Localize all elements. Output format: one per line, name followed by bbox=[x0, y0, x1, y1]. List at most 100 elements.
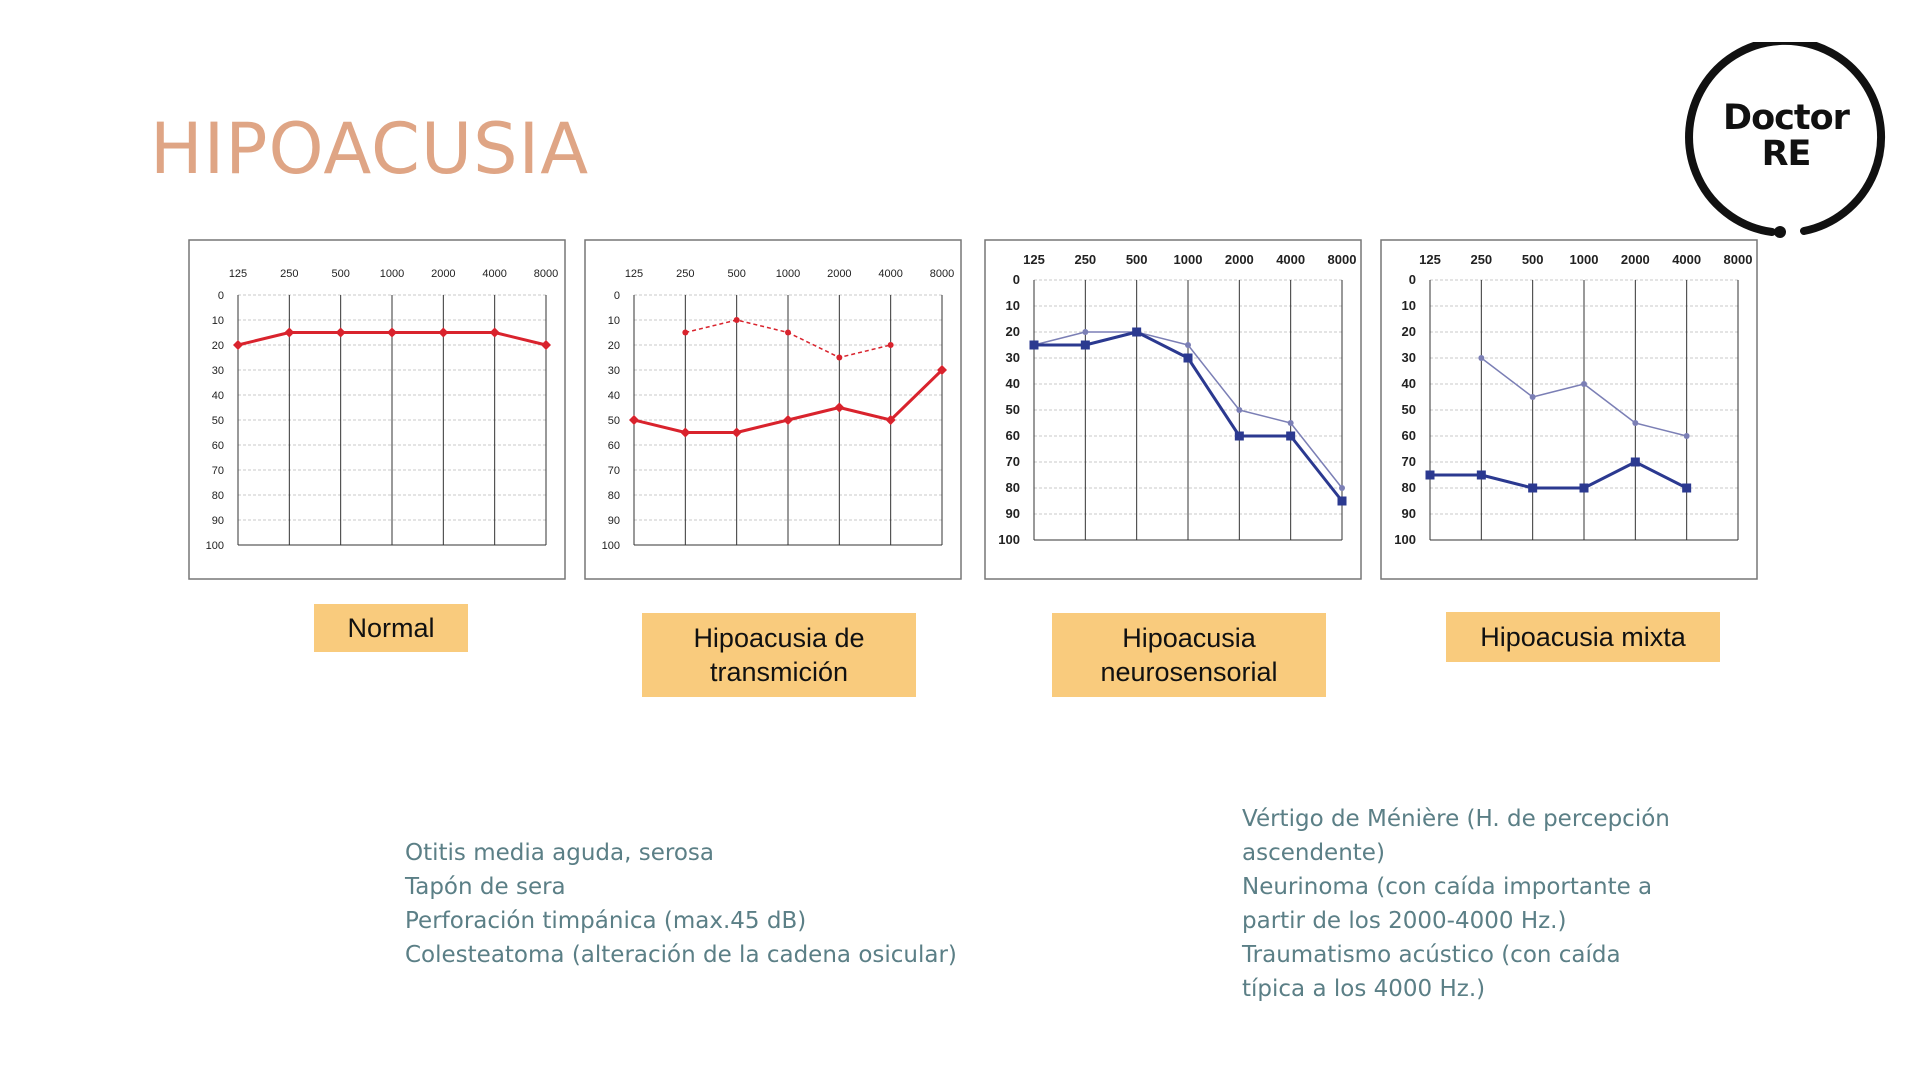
data-point-square bbox=[1286, 431, 1296, 441]
logo-text: Doctor RE bbox=[1682, 100, 1890, 172]
data-point-dot bbox=[1287, 420, 1294, 426]
y-tick-label: 40 bbox=[608, 390, 620, 402]
data-point-diamond bbox=[629, 415, 639, 425]
chart-frame bbox=[984, 239, 1362, 580]
y-tick-label: 30 bbox=[1006, 350, 1020, 365]
x-tick-label: 2000 bbox=[431, 268, 455, 280]
data-point-dot bbox=[1478, 355, 1485, 361]
audiogram-transmission-svg: 0 10 20 30 40 50 60 70 80 90 100 125 250 500 1000 2000 4… bbox=[584, 239, 962, 580]
data-point-square bbox=[1080, 340, 1090, 350]
data-point-diamond bbox=[731, 427, 742, 438]
data-point-dot bbox=[887, 342, 894, 348]
data-point-dot bbox=[682, 329, 689, 336]
data-point-diamond bbox=[541, 340, 551, 350]
y-tick-label: 40 bbox=[1402, 376, 1416, 391]
data-point-square bbox=[1579, 483, 1589, 493]
data-point-diamond bbox=[438, 327, 449, 338]
note-line: Neurinoma (con caída importante a bbox=[1242, 874, 1653, 900]
label-neuro-line-1: Hipoacusia bbox=[1122, 623, 1256, 653]
x-tick-label: 125 bbox=[1023, 252, 1045, 267]
data-point-square bbox=[1682, 483, 1692, 493]
y-tick-label: 90 bbox=[212, 515, 224, 527]
label-transmission-line-2: transmición bbox=[709, 657, 849, 687]
y-tick-label: 80 bbox=[212, 490, 224, 502]
y-tick-label: 20 bbox=[1006, 324, 1020, 339]
x-tick-label: 4000 bbox=[878, 268, 902, 280]
note-line: típica a los 4000 Hz.) bbox=[1242, 976, 1486, 1002]
data-point-square bbox=[1337, 496, 1347, 506]
data-point-square bbox=[1183, 353, 1193, 363]
x-tick-label: 1000 bbox=[380, 268, 404, 280]
data-point-square bbox=[1630, 457, 1640, 467]
x-tick-label: 500 bbox=[727, 268, 745, 280]
y-tick-label: 30 bbox=[1402, 350, 1416, 365]
y-tick-label: 10 bbox=[1402, 298, 1416, 313]
x-tick-label: 125 bbox=[229, 268, 247, 280]
logo-line-1: Doctor bbox=[1723, 98, 1850, 138]
logo-line-2: RE bbox=[1761, 134, 1812, 174]
data-point-dot bbox=[1581, 381, 1587, 387]
note-line: Vértigo de Ménière (H. de percepción bbox=[1242, 806, 1670, 832]
x-tick-label: 250 bbox=[1470, 252, 1492, 267]
note-line: Perforación timpánica (max.45 dB) bbox=[405, 908, 807, 934]
data-point-dot bbox=[1339, 485, 1345, 491]
doctor-re-logo bbox=[1685, 42, 1886, 238]
x-tick-label: 500 bbox=[1126, 252, 1148, 267]
label-mixed-text: Hipoacusia mixta bbox=[1480, 622, 1686, 652]
data-point-square bbox=[1132, 327, 1142, 337]
data-point-diamond bbox=[387, 327, 397, 338]
chart-frame bbox=[188, 239, 566, 580]
notes-neurosensorial: Vértigo de Ménière (H. de percepción asc… bbox=[1242, 802, 1670, 1006]
y-tick-label: 0 bbox=[1409, 272, 1416, 287]
y-tick-label: 90 bbox=[1402, 506, 1416, 521]
data-point-dot bbox=[1082, 329, 1089, 335]
x-tick-label: 125 bbox=[1419, 252, 1441, 267]
series-line-1 bbox=[1430, 460, 1688, 490]
x-tick-label: 250 bbox=[1074, 252, 1096, 267]
data-point-dot bbox=[785, 329, 791, 336]
y-tick-label: 60 bbox=[212, 440, 224, 452]
data-point-dot bbox=[1632, 420, 1639, 426]
y-tick-label: 100 bbox=[602, 540, 620, 552]
data-point-dot bbox=[1683, 433, 1690, 439]
y-tick-label: 50 bbox=[1402, 402, 1416, 417]
y-tick-label: 0 bbox=[614, 290, 620, 302]
data-point-dot bbox=[836, 354, 843, 361]
audiogram-transmission: 0 10 20 30 40 50 60 70 80 90 100 125 250 500 1000 2000 4… bbox=[584, 239, 962, 580]
note-line: Tapón de sera bbox=[405, 874, 566, 900]
y-tick-label: 0 bbox=[1013, 272, 1020, 287]
x-tick-label: 2000 bbox=[1621, 252, 1650, 267]
note-line: Otitis media aguda, serosa bbox=[405, 840, 714, 866]
audiogram-neurosensorial: 0 10 20 30 40 50 60 70 80 90 100 125 250 500 1000 2000 4… bbox=[984, 239, 1362, 580]
data-point-diamond bbox=[885, 415, 896, 425]
page-title: HIPOACUSIA bbox=[150, 108, 590, 190]
x-tick-label: 500 bbox=[331, 268, 349, 280]
y-tick-label: 20 bbox=[1402, 324, 1416, 339]
audiogram-normal: 0 10 20 30 40 50 60 70 80 90 100 125 250 500 1000 2000 4… bbox=[188, 239, 566, 580]
note-line: Traumatismo acústico (con caída bbox=[1242, 942, 1621, 968]
data-point-square bbox=[1425, 470, 1435, 480]
data-point-square bbox=[1476, 470, 1486, 480]
y-tick-label: 50 bbox=[212, 415, 224, 427]
audiogram-mixed-svg: 0 10 20 30 40 50 60 70 80 90 100 125 250 500 1000 2000 4… bbox=[1380, 239, 1758, 580]
data-point-square bbox=[1234, 431, 1244, 441]
data-point-dot bbox=[733, 317, 740, 323]
x-tick-label: 2000 bbox=[827, 268, 851, 280]
x-tick-label: 8000 bbox=[534, 268, 558, 280]
label-mixed: Hipoacusia mixta bbox=[1446, 612, 1720, 662]
y-tick-label: 80 bbox=[608, 490, 620, 502]
y-tick-label: 30 bbox=[212, 365, 224, 377]
y-tick-label: 100 bbox=[1394, 532, 1416, 547]
audiogram-neurosensorial-svg: 0 10 20 30 40 50 60 70 80 90 100 125 250 500 1000 2000 4… bbox=[984, 239, 1362, 580]
label-transmission: Hipoacusia de transmición bbox=[642, 613, 916, 697]
x-tick-label: 4000 bbox=[1672, 252, 1701, 267]
data-point-diamond bbox=[680, 427, 691, 438]
audiogram-normal-svg: 0 10 20 30 40 50 60 70 80 90 100 125 250 500 1000 2000 4… bbox=[188, 239, 566, 580]
audiogram-mixed: 0 10 20 30 40 50 60 70 80 90 100 125 250 500 1000 2000 4… bbox=[1380, 239, 1758, 580]
x-tick-label: 8000 bbox=[930, 268, 954, 280]
note-line: ascendente) bbox=[1242, 840, 1385, 866]
y-tick-label: 90 bbox=[1006, 506, 1020, 521]
x-tick-label: 8000 bbox=[1724, 252, 1753, 267]
y-tick-label: 20 bbox=[212, 340, 224, 352]
x-tick-label: 500 bbox=[1522, 252, 1544, 267]
